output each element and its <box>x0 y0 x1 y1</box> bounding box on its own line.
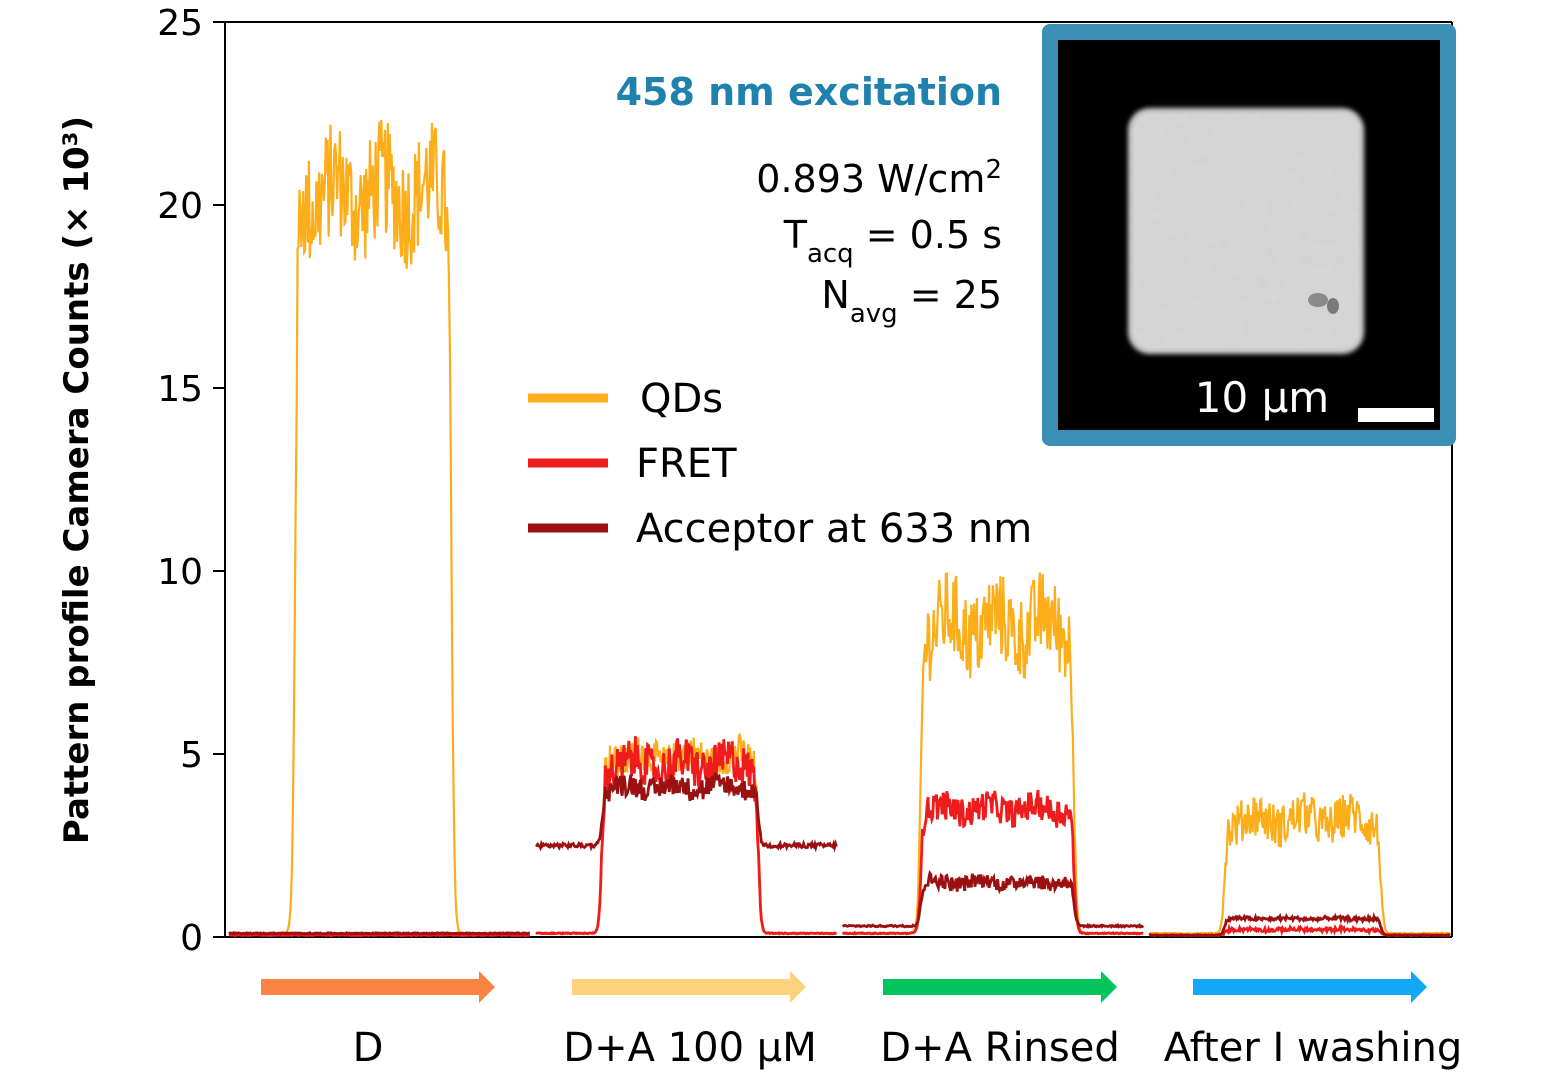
navg-symbol: N <box>821 273 849 317</box>
series-line-acceptor-at-633-nm <box>841 869 1145 929</box>
series-line-qds <box>1148 792 1451 936</box>
inset-defect <box>1327 298 1339 314</box>
y-tick-label: 15 <box>157 369 203 410</box>
phase-arrow <box>883 979 1103 995</box>
excitation-label: 458 nm excitation <box>616 70 1002 114</box>
legend: QDs FRET Acceptor at 633 nm <box>528 376 1032 552</box>
y-ticks: 0 5 10 15 20 25 <box>157 3 225 959</box>
inset-square-texture <box>1134 114 1358 348</box>
power-density-label: 0.893 W/cm2 <box>756 155 1002 201</box>
phase-markers: D D+A 100 μM D+A Rinsed After I washing <box>261 971 1462 1071</box>
acquisition-time-label: Tacq = 0.5 s <box>783 213 1002 269</box>
y-tick-label: 20 <box>157 186 203 227</box>
series-line-fret <box>535 736 837 936</box>
y-axis-label: Pattern profile Camera Counts (× 10³) <box>57 116 97 844</box>
scale-bar <box>1358 408 1434 422</box>
series-line-qds <box>228 119 531 936</box>
navg-value: = 25 <box>898 273 1002 317</box>
tacq-subscript: acq <box>807 239 854 269</box>
tacq-symbol: T <box>783 213 808 257</box>
y-tick-label: 10 <box>157 552 203 593</box>
phase-label: D <box>353 1025 384 1071</box>
navg-subscript: avg <box>850 299 898 329</box>
series-line-qds <box>535 732 837 936</box>
series-line-fret <box>228 932 531 938</box>
phase-label: After I washing <box>1164 1025 1463 1071</box>
y-tick-label: 25 <box>157 3 203 44</box>
phase-arrow <box>1193 979 1413 995</box>
phase-arrow <box>261 979 481 995</box>
phase-arrow-head <box>1411 971 1427 1003</box>
legend-label: Acceptor at 633 nm <box>636 506 1032 552</box>
tacq-value: = 0.5 s <box>854 213 1002 257</box>
averages-label: Navg = 25 <box>821 273 1002 329</box>
y-tick-label: 5 <box>180 735 203 776</box>
series-line-acceptor-at-633-nm <box>535 772 838 853</box>
phase-label: D+A 100 μM <box>563 1025 816 1071</box>
inset-image: 10 μm <box>1042 24 1456 446</box>
phase-label: D+A Rinsed <box>880 1025 1120 1071</box>
legend-label: FRET <box>636 441 737 487</box>
power-value: 0.893 W/cm <box>756 157 985 201</box>
phase-arrow <box>572 979 792 995</box>
power-superscript: 2 <box>985 155 1002 185</box>
phase-arrow-head <box>1101 971 1117 1003</box>
scale-bar-label: 10 μm <box>1195 373 1329 422</box>
y-tick-label: 0 <box>180 918 203 959</box>
series-line-acceptor-at-633-nm <box>1148 911 1451 938</box>
inset-defect <box>1308 293 1328 307</box>
phase-arrow-head <box>479 971 495 1003</box>
series-group <box>228 119 1451 938</box>
phase-arrow-head <box>790 971 806 1003</box>
legend-label: QDs <box>640 376 723 422</box>
series-line-fret <box>842 789 1144 936</box>
series-line-acceptor-at-633-nm <box>228 930 531 936</box>
